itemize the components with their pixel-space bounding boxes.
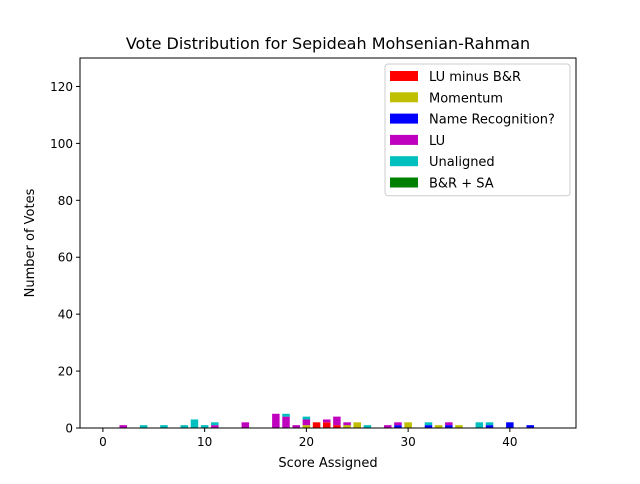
legend-label-1: Momentum (429, 91, 503, 106)
legend-label-3: LU (429, 134, 445, 149)
bar-series-3-score-14 (241, 422, 250, 428)
y-axis-label: Number of Votes (23, 188, 38, 297)
bar-series-3-score-17 (272, 413, 280, 428)
bar-series-4-score-18 (282, 413, 290, 417)
x-axis: 0 10 20 30 40 (99, 428, 518, 449)
bar-series-3-score-2 (119, 425, 127, 428)
bar-series-3-score-29 (394, 422, 402, 426)
x-axis-label: Score Assigned (278, 456, 377, 471)
bar-series-2-score-29 (394, 425, 402, 428)
bar-series-4-score-8 (180, 425, 189, 428)
bar-series-4-score-11 (211, 422, 219, 426)
legend-swatch-4 (390, 156, 418, 167)
bars-layer (119, 413, 534, 428)
legend-swatch-0 (390, 71, 418, 81)
legend: LU minus B&R Momentum Name Recognition? LU U… (384, 63, 571, 197)
bar-series-1-score-30 (404, 422, 412, 428)
bar-series-3-score-11 (211, 425, 219, 428)
legend-swatch-5 (390, 177, 418, 188)
legend-swatch-2 (390, 113, 418, 124)
chart-title: Vote Distribution for Sepideah Mohsenian… (126, 34, 530, 53)
bar-series-3-score-19 (292, 425, 300, 428)
bar-series-3-score-24 (343, 422, 351, 426)
plot-frame (79, 57, 577, 429)
bar-series-2-score-42 (526, 425, 534, 428)
legend-box (384, 63, 571, 197)
y-axis: 0 20 40 60 80 100 120 (50, 80, 80, 436)
y-tick-label-20: 20 (58, 365, 73, 379)
y-tick-label-80: 80 (58, 194, 73, 208)
legend-label-5: B&R + SA (429, 177, 494, 192)
bar-series-3-score-18 (282, 416, 290, 428)
legend-swatch-3 (390, 134, 418, 145)
bar-series-3-score-28 (384, 425, 392, 428)
bar-series-1-score-33 (434, 425, 443, 428)
x-tick-label-10: 10 (197, 435, 212, 449)
bar-series-3-score-34 (445, 422, 453, 426)
bar-series-3-score-20 (302, 419, 311, 426)
bar-series-2-score-38 (485, 425, 494, 428)
y-tick-label-100: 100 (50, 137, 73, 151)
bar-series-4-score-4 (139, 425, 148, 428)
bar-series-0-score-23 (333, 425, 341, 428)
bar-series-1-score-24 (343, 425, 351, 428)
bar-series-4-score-26 (363, 425, 372, 428)
bar-series-2-score-40 (506, 422, 514, 428)
x-tick-label-0: 0 (99, 435, 107, 449)
legend-swatch-1 (390, 92, 418, 103)
bar-series-2-score-32 (424, 425, 433, 428)
bar-series-0-score-21 (312, 422, 321, 428)
y-tick-label-40: 40 (58, 308, 73, 322)
bar-series-2-score-34 (445, 425, 453, 428)
y-tick-label-120: 120 (50, 80, 73, 94)
bar-series-4-score-37 (475, 422, 484, 428)
x-tick-label-30: 30 (400, 435, 415, 449)
x-tick-label-40: 40 (502, 435, 517, 449)
bar-series-3-score-22 (322, 419, 331, 423)
bar-series-4-score-32 (424, 422, 433, 426)
legend-label-4: Unaligned (429, 155, 495, 170)
legend-label-0: LU minus B&R (429, 70, 521, 85)
bar-series-4-score-6 (160, 425, 168, 428)
bar-series-1-score-25 (353, 422, 361, 428)
legend-label-2: Name Recognition? (429, 113, 555, 128)
bar-series-1-score-20 (302, 425, 311, 428)
x-tick-label-20: 20 (299, 435, 314, 449)
bar-series-1-score-35 (455, 425, 463, 428)
y-tick-label-60: 60 (58, 251, 73, 265)
bar-series-4-score-10 (200, 425, 209, 428)
bar-series-3-score-23 (333, 416, 341, 426)
bar-series-4-score-9 (190, 419, 199, 428)
y-tick-label-0: 0 (65, 422, 73, 436)
bar-series-0-score-22 (322, 422, 331, 428)
bar-series-4-score-38 (485, 422, 494, 426)
bar-series-4-score-20 (302, 416, 311, 420)
